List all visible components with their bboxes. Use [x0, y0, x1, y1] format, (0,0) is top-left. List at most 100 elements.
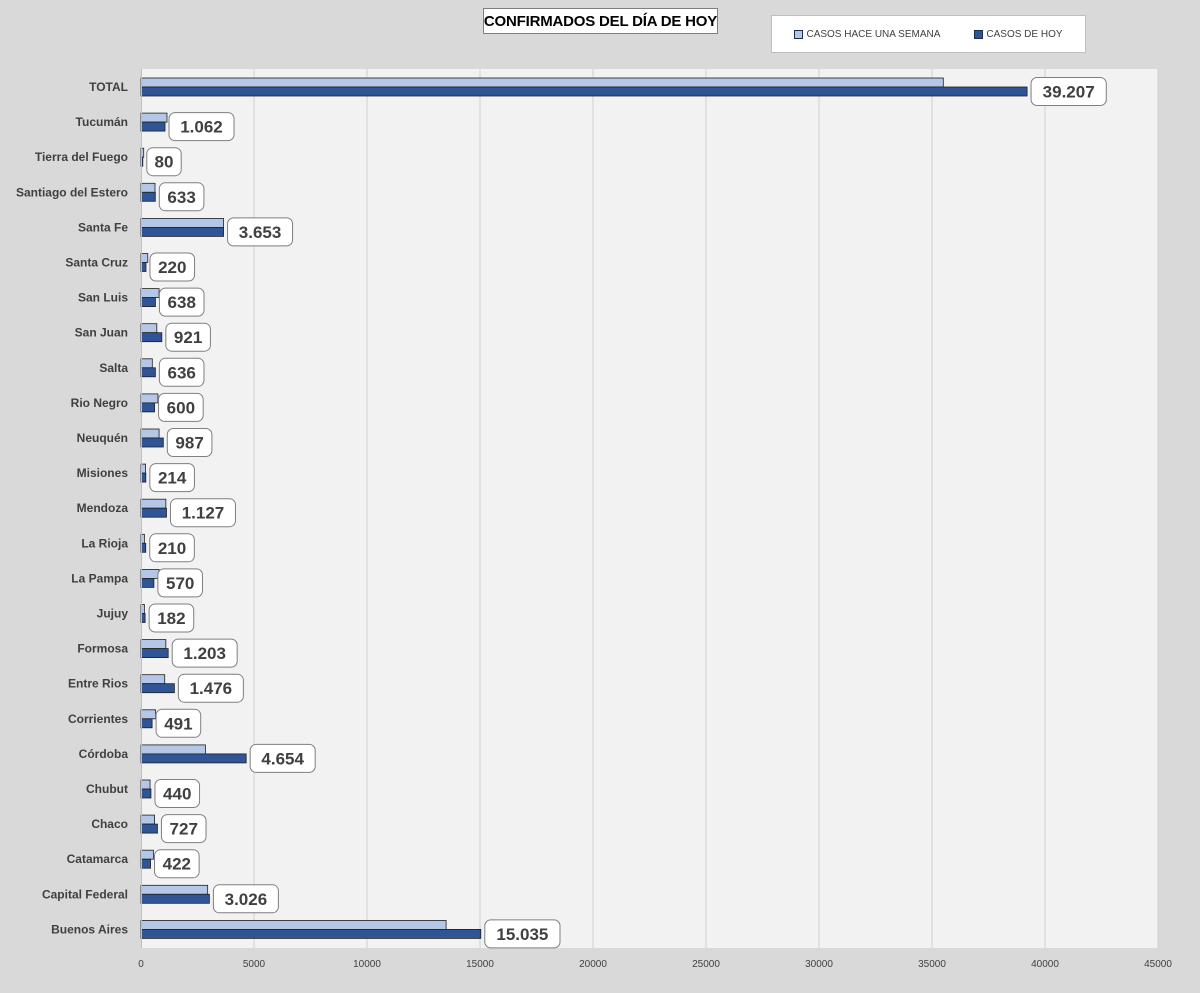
data-label: 638 — [168, 293, 196, 312]
plot-area — [141, 69, 1158, 948]
category-label: Formosa — [77, 642, 128, 656]
category-label: Rio Negro — [71, 396, 128, 410]
bar-today — [140, 718, 153, 729]
data-label: 80 — [155, 153, 174, 172]
bar-today — [140, 683, 175, 694]
bar-week-ago — [140, 569, 160, 579]
bar-today — [140, 893, 210, 904]
x-tick-label: 5000 — [243, 959, 266, 970]
legend: CASOS HACE UNA SEMANA CASOS DE HOY — [771, 15, 1086, 53]
category-label: Neuquén — [77, 431, 128, 445]
x-tick-label: 25000 — [692, 959, 720, 970]
bar-week-ago — [140, 358, 153, 369]
data-label-box — [158, 287, 205, 317]
bar-week-ago — [140, 814, 155, 825]
bar-week-ago — [140, 217, 224, 228]
bar-week-ago — [140, 288, 160, 299]
bar-today — [140, 437, 164, 448]
data-label-box — [158, 357, 205, 387]
data-label-box — [149, 252, 196, 282]
category-label: La Pampa — [71, 571, 128, 585]
bar-today — [140, 858, 151, 869]
category-label: Corrientes — [68, 712, 128, 726]
data-label-box — [155, 708, 202, 738]
bar-week-ago — [140, 498, 167, 509]
bar-week-ago — [140, 709, 157, 720]
data-label: 210 — [158, 539, 186, 558]
data-label: 633 — [167, 188, 195, 207]
x-tick-label: 45000 — [1144, 959, 1172, 970]
bar-today — [140, 823, 158, 834]
legend-swatch-today — [974, 29, 984, 39]
data-label: 1.127 — [182, 504, 225, 523]
bar-today — [140, 648, 169, 658]
data-label: 3.653 — [239, 223, 282, 242]
data-label: 3.026 — [225, 890, 268, 909]
bar-week-ago — [140, 77, 944, 88]
data-label-box — [157, 568, 203, 598]
data-label: 987 — [175, 434, 203, 453]
bar-week-ago — [140, 253, 149, 263]
bar-today — [140, 297, 156, 308]
bar-today — [140, 402, 155, 413]
data-label: 422 — [163, 855, 191, 874]
category-label: La Rioja — [81, 536, 128, 550]
category-label: Catamarca — [67, 852, 129, 866]
bar-today — [140, 121, 166, 132]
category-label: Chubut — [86, 782, 128, 796]
data-label-box — [227, 217, 294, 247]
legend-label-week-ago: CASOS HACE UNA SEMANA — [806, 28, 941, 40]
category-label: Misiones — [77, 466, 129, 480]
data-label-box — [148, 603, 195, 633]
category-label: Santa Cruz — [65, 256, 128, 270]
bar-week-ago — [140, 639, 167, 649]
bar-week-ago — [140, 182, 156, 193]
data-label: 1.062 — [180, 118, 223, 137]
bar-today — [140, 788, 152, 799]
category-label: Buenos Aires — [51, 922, 128, 936]
bar-week-ago — [140, 112, 168, 123]
category-label: Santa Fe — [78, 220, 128, 234]
data-label: 636 — [167, 363, 195, 382]
data-label: 491 — [164, 714, 192, 733]
data-label-box — [165, 322, 211, 352]
category-label: Entre Rios — [68, 677, 128, 691]
category-label: Jujuy — [97, 607, 129, 621]
data-label-box — [146, 147, 182, 177]
data-label-box — [149, 533, 195, 563]
data-label-box — [168, 112, 235, 142]
data-label-box — [149, 463, 195, 493]
bar-week-ago — [140, 920, 447, 930]
bar-today — [140, 86, 1028, 97]
data-label-box — [249, 743, 316, 773]
data-label: 1.476 — [190, 679, 233, 698]
data-label-box — [158, 182, 205, 212]
bar-today — [140, 753, 247, 764]
x-tick-label: 0 — [138, 959, 144, 970]
x-tick-label: 20000 — [579, 959, 607, 970]
category-label: Chaco — [91, 817, 128, 831]
chart-title: CONFIRMADOS DEL DÍA DE HOY — [483, 8, 718, 34]
data-label-box — [154, 849, 200, 879]
data-label: 440 — [163, 785, 191, 804]
bar-week-ago — [140, 428, 160, 439]
data-label-box — [212, 884, 279, 914]
x-tick-label: 15000 — [466, 959, 494, 970]
data-label: 1.203 — [183, 644, 226, 663]
bar-week-ago — [140, 884, 209, 895]
data-label-box — [177, 673, 244, 703]
data-label: 39.207 — [1043, 83, 1095, 102]
legend-label-today: CASOS DE HOY — [986, 28, 1063, 40]
bar-week-ago — [140, 744, 206, 755]
bar-today — [140, 226, 224, 237]
bar-today — [140, 367, 156, 378]
data-label-box — [166, 428, 213, 457]
category-label: TOTAL — [89, 80, 128, 94]
data-label-box — [160, 814, 207, 844]
category-label: Mendoza — [77, 501, 129, 515]
data-label: 570 — [166, 574, 194, 593]
data-label: 4.654 — [261, 749, 304, 768]
x-tick-label: 35000 — [918, 959, 946, 970]
x-tick-label: 30000 — [805, 959, 833, 970]
bar-today — [140, 929, 482, 939]
